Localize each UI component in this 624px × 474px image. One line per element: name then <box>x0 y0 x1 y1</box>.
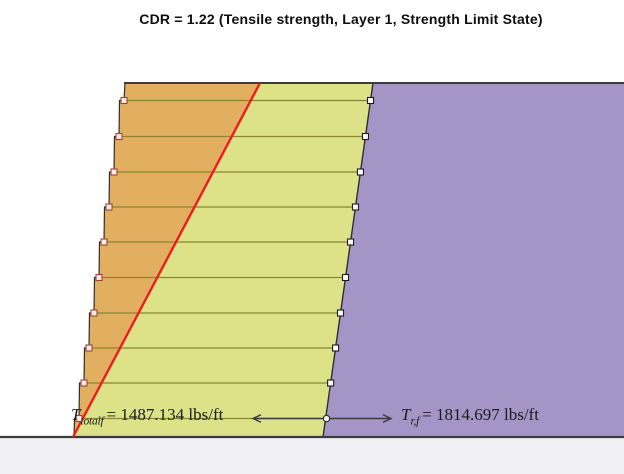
t-total-symbol: T <box>71 405 81 424</box>
layer-marker-right <box>332 344 340 352</box>
t-total-subscript: totalf <box>80 415 104 428</box>
t-rf-value: = 1814.697 lbs/ft <box>422 405 539 424</box>
t-rf-subscript: r,f <box>410 415 420 428</box>
layer-marker-left <box>105 203 113 211</box>
layer-marker-left <box>75 414 83 423</box>
figure-title: CDR = 1.22 (Tensile strength, Layer 1, S… <box>139 11 543 27</box>
layer-marker-left <box>120 96 128 105</box>
layer-marker-left <box>95 273 103 282</box>
layer-marker-left <box>80 379 88 387</box>
layer-marker-left <box>115 132 123 141</box>
t-total-value: = 1487.134 lbs/ft <box>106 405 224 424</box>
layer-marker-right <box>351 203 360 211</box>
layer-marker-right <box>361 132 369 141</box>
layer-marker-left <box>85 344 93 352</box>
layer-marker-right <box>341 273 350 282</box>
layer-marker-right <box>346 238 355 246</box>
layer-marker-right <box>356 168 364 176</box>
below-ground-area <box>0 437 624 474</box>
retained-soil-region <box>323 83 624 437</box>
layer-marker-left <box>110 168 118 176</box>
t-rf-label: Tr,f = 1814.697 lbs/ft <box>401 405 539 428</box>
arrowhead-left-icon <box>251 414 262 423</box>
layer-marker-right <box>336 309 345 317</box>
layer-marker-right <box>366 96 375 105</box>
layer-marker-left <box>90 309 98 317</box>
arrow-origin-marker <box>322 414 331 423</box>
zone-boundary-line <box>322 82 374 438</box>
failure-surface-line <box>71 82 262 438</box>
layer-marker-right <box>327 379 335 387</box>
layer-marker-left <box>100 238 108 246</box>
arrowhead-right-icon <box>382 414 393 423</box>
t-total-label: Ttotalf = 1487.134 lbs/ft <box>71 405 224 428</box>
t-rf-symbol: T <box>401 405 411 424</box>
